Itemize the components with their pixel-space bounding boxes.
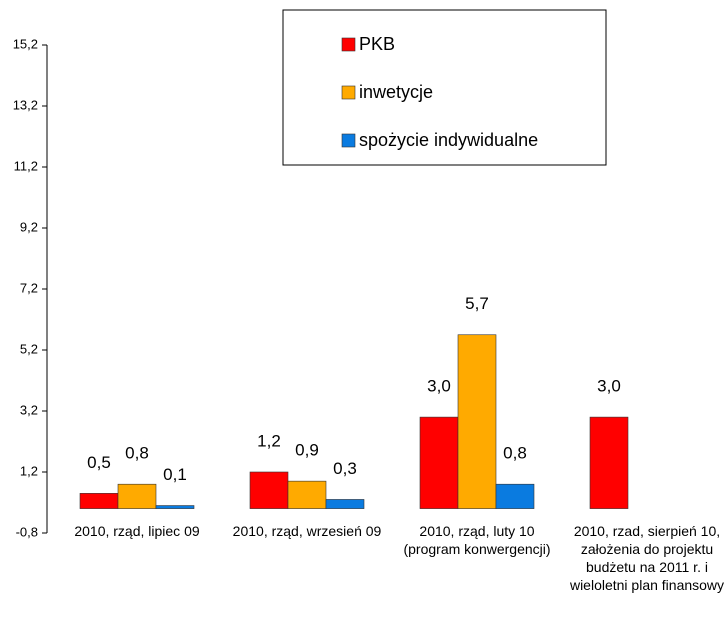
legend-label: PKB [359,34,395,54]
y-tick-label: 9,2 [20,219,38,234]
legend-swatch [341,133,356,148]
data-label: 3,0 [597,377,621,396]
legend-box [282,9,607,166]
x-tick-label: 2010, rząd, lipiec 09 [74,523,200,539]
bar [495,483,535,509]
data-label: 0,3 [333,459,357,478]
data-label: 0,1 [163,465,187,484]
bar [457,334,497,509]
y-tick-label: -0,8 [16,524,38,539]
data-label: 1,2 [257,431,281,450]
y-tick-label: 5,2 [20,341,38,356]
legend-swatch [341,85,356,100]
bar [249,471,289,509]
legend-label: spożycie indywidualne [359,130,538,150]
data-label: 5,7 [465,294,489,313]
y-tick-label: 13,2 [13,97,38,112]
data-label: 0,8 [125,444,149,463]
data-label: 3,0 [427,377,451,396]
bar [589,416,629,509]
y-tick-label: 15,2 [13,36,38,51]
bar [79,493,119,509]
y-tick-label: 11,2 [14,158,38,173]
bar [287,480,327,509]
x-tick-label: 2010, rząd, wrzesień 09 [232,523,382,539]
data-label: 0,9 [295,441,319,460]
data-label: 0,8 [503,444,527,463]
bar [325,499,365,509]
bar [117,483,157,509]
bar [155,505,195,509]
y-tick-label: 3,2 [20,402,38,417]
legend-swatch [341,37,356,52]
y-tick-label: 7,2 [20,280,38,295]
x-tick-label: 2010, rzad, sierpień 10, założenia do pr… [569,523,725,593]
bar [419,416,459,509]
legend-label: inwetycje [359,82,433,102]
x-tick-label: 2010, rząd, luty 10 (program konwergencj… [403,523,551,557]
data-label: 0,5 [87,453,111,472]
y-tick-label: 1,2 [20,463,38,478]
